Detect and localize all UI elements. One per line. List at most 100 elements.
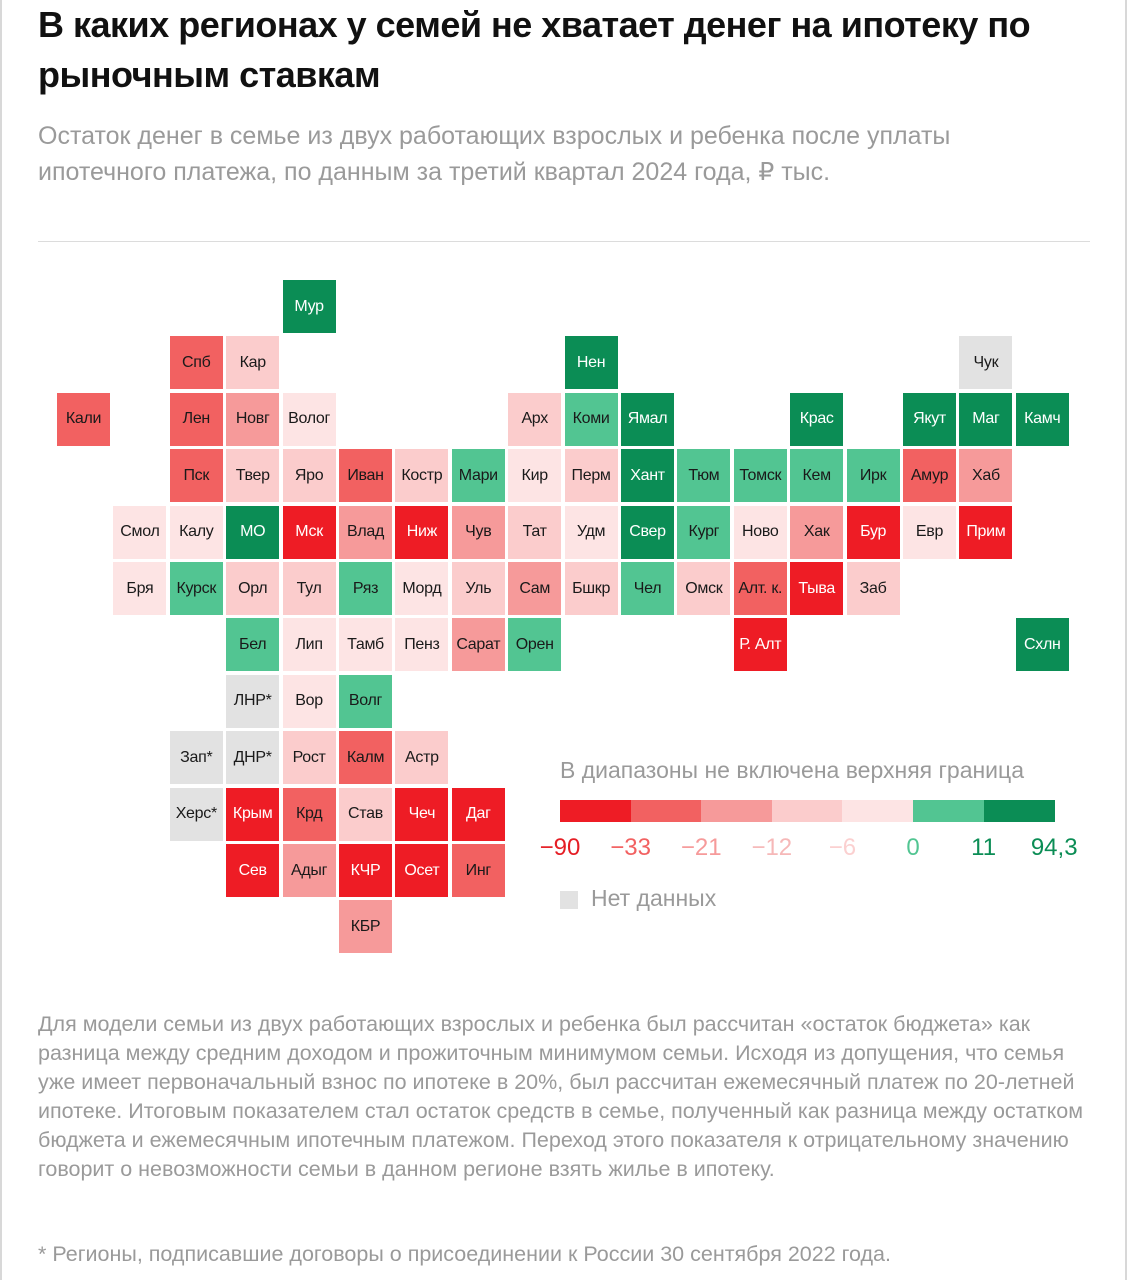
region-tile: Крас xyxy=(790,392,844,446)
region-tile: Рост xyxy=(282,731,336,785)
region-tile: Ниж xyxy=(395,505,449,559)
legend-tick-label: 0 xyxy=(906,834,920,861)
legend-tick-label: −21 xyxy=(680,834,722,861)
region-tile: Алт. к. xyxy=(733,562,787,615)
legend-tick-label: −6 xyxy=(828,834,857,861)
region-tile: Бел xyxy=(226,618,280,672)
region-tile: Даг xyxy=(451,787,505,841)
legend-segment xyxy=(701,800,773,822)
region-tile: Адыг xyxy=(282,844,336,897)
legend-tick-label: 11 xyxy=(971,834,997,861)
region-tile: Тамб xyxy=(339,618,392,672)
region-tile: Осет xyxy=(395,844,449,897)
region-tile: Яро xyxy=(282,449,336,503)
page-subtitle: Остаток денег в семье из двух работающих… xyxy=(38,122,951,186)
region-tile: Тул xyxy=(282,562,336,615)
region-tile: Крд xyxy=(282,787,336,841)
legend-segment xyxy=(630,800,702,822)
region-tile: КЧР xyxy=(339,844,392,897)
legend-segment xyxy=(771,800,843,822)
region-tile: Бря xyxy=(113,562,167,615)
region-tile: Камч xyxy=(1015,392,1069,446)
region-tile: Орен xyxy=(508,618,562,672)
region-tile: Мск xyxy=(282,505,336,559)
region-tile: Тюм xyxy=(677,449,731,503)
legend-segment xyxy=(560,800,632,822)
region-tile: Инг xyxy=(451,844,505,897)
region-tile: Ямал xyxy=(621,392,674,446)
region-tile: Сам xyxy=(508,562,562,615)
region-tile: Мари xyxy=(451,449,505,503)
region-tile: Лип xyxy=(282,618,336,672)
region-tile: Крым xyxy=(226,787,280,841)
region-tile: ЛНР* xyxy=(226,674,280,728)
no-data-label: Нет данных xyxy=(591,885,717,911)
region-tile: Ново xyxy=(733,505,787,559)
region-tile: Орл xyxy=(226,562,280,615)
region-tile: Тат xyxy=(508,505,562,559)
region-tile: Костр xyxy=(395,449,449,503)
region-tile: Смол xyxy=(113,505,167,559)
region-tile: Евр xyxy=(903,505,956,559)
region-tile: Схлн xyxy=(1015,618,1069,672)
region-tile: МО xyxy=(226,505,280,559)
region-tile: Арх xyxy=(508,392,562,446)
legend-title: В диапазоны не включена верхняя граница xyxy=(560,757,1024,783)
region-tile: Пск xyxy=(169,449,223,503)
region-tile: КБР xyxy=(339,900,392,954)
region-tile: Ирк xyxy=(846,449,900,503)
region-tile: Свер xyxy=(621,505,674,559)
region-tile: Бшкр xyxy=(564,562,618,615)
page-title: В каких регионах у семей не хватает дене… xyxy=(38,4,1031,95)
legend-tick-label: −12 xyxy=(751,834,793,861)
region-tile: ДНР* xyxy=(226,731,280,785)
region-tile: Нен xyxy=(564,336,618,390)
region-tile: Морд xyxy=(395,562,449,615)
region-tile: Удм xyxy=(564,505,618,559)
region-tile: Сарат xyxy=(451,618,505,672)
region-tile: Став xyxy=(339,787,392,841)
region-tile: Заб xyxy=(846,562,900,615)
methodology-note: Для модели семьи из двух работающих взро… xyxy=(38,1012,1083,1181)
region-tile: Волог xyxy=(282,392,336,446)
region-tile: Ряз xyxy=(339,562,392,615)
region-tile: Хаб xyxy=(959,449,1013,503)
no-data-swatch xyxy=(560,891,578,909)
legend-segment xyxy=(913,800,985,822)
region-tile: Астр xyxy=(395,731,449,785)
region-tile: Влад xyxy=(339,505,392,559)
legend-segment xyxy=(983,800,1055,822)
region-tile: Р. Алт xyxy=(733,618,787,672)
region-tile: Пенз xyxy=(395,618,449,672)
region-tile: Коми xyxy=(564,392,618,446)
region-tile: Чел xyxy=(621,562,674,615)
region-tile: Новг xyxy=(226,392,280,446)
region-tile: Кург xyxy=(677,505,731,559)
region-tile: Спб xyxy=(169,336,223,390)
region-tile: Чеч xyxy=(395,787,449,841)
legend-tick-label: −90 xyxy=(539,834,581,861)
region-tile: Перм xyxy=(564,449,618,503)
region-tile: Уль xyxy=(451,562,505,615)
region-tile: Бур xyxy=(846,505,900,559)
region-tile: Кар xyxy=(226,336,280,390)
region-tile: Томск xyxy=(733,449,787,503)
region-tile: Чук xyxy=(959,336,1013,390)
region-tile: Прим xyxy=(959,505,1013,559)
region-tile: Зап* xyxy=(169,731,223,785)
legend-tick-label: −33 xyxy=(610,834,651,861)
region-tile: Мур xyxy=(282,280,336,333)
legend-segment xyxy=(842,800,914,822)
region-tile: Сев xyxy=(226,844,280,897)
footnote: * Регионы, подписавшие договоры о присое… xyxy=(38,1242,891,1266)
region-tile: Кир xyxy=(508,449,562,503)
region-tile: Маг xyxy=(959,392,1013,446)
region-tile: Кали xyxy=(57,392,110,446)
region-tile: Хак xyxy=(790,505,844,559)
region-tile: Калм xyxy=(339,731,392,785)
region-tile: Лен xyxy=(169,392,223,446)
region-tile: Херс* xyxy=(169,787,223,841)
region-tile: Чув xyxy=(451,505,505,559)
